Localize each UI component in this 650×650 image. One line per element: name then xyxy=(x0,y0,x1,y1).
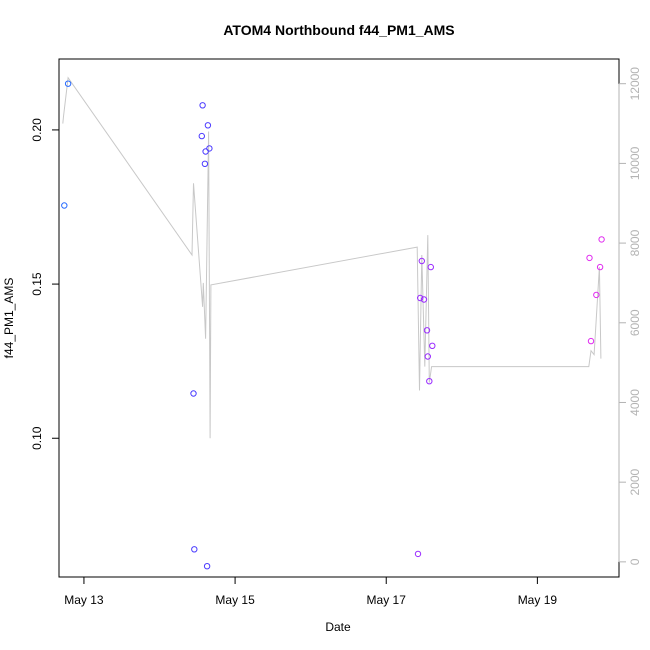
data-point-9 xyxy=(204,122,212,129)
data-point-15 xyxy=(423,327,431,334)
y-axis-right: 0 2000 4000 6000 8000 10000 12000 xyxy=(618,67,642,565)
plot-frame xyxy=(58,58,620,578)
y-right-tick-label-4: 8000 xyxy=(628,229,642,256)
data-point-22 xyxy=(593,291,600,299)
y-right-tick-label-0: 0 xyxy=(628,558,642,565)
y-right-tick-label-5: 10000 xyxy=(628,146,642,180)
secondary-series-layer xyxy=(62,76,602,439)
data-point-13 xyxy=(418,257,425,265)
data-point-24 xyxy=(598,236,605,243)
data-point-4 xyxy=(198,132,206,140)
data-point-8 xyxy=(203,563,211,570)
x-tick-label-3: May 19 xyxy=(518,593,558,607)
data-point-17 xyxy=(426,378,433,385)
chart-title: ATOM4 Northbound f44_PM1_AMS xyxy=(223,22,454,38)
y-right-tick-label-2: 4000 xyxy=(628,389,642,416)
y-right-tick-label-6: 12000 xyxy=(628,67,642,101)
data-point-16 xyxy=(424,353,431,360)
data-point-1 xyxy=(64,80,72,87)
y-axis-label: f44_PM1_AMS xyxy=(2,278,16,359)
data-point-19 xyxy=(429,342,436,349)
points-layer xyxy=(61,80,605,570)
y-right-tick-label-1: 2000 xyxy=(628,468,642,495)
data-point-2 xyxy=(190,390,197,397)
y-left-tick-label-2: 0.20 xyxy=(30,118,44,142)
data-point-23 xyxy=(596,263,604,271)
data-point-18 xyxy=(427,263,434,271)
data-point-14 xyxy=(420,296,428,303)
data-point-21 xyxy=(587,337,595,345)
data-point-5 xyxy=(199,102,206,109)
data-point-12 xyxy=(417,294,424,302)
x-axis-label: Date xyxy=(325,620,351,634)
data-point-0 xyxy=(61,202,68,209)
data-point-7 xyxy=(202,148,209,155)
y-left-tick-label-1: 0.15 xyxy=(30,272,44,296)
x-tick-label-2: May 17 xyxy=(367,593,407,607)
y-left-tick-label-0: 0.10 xyxy=(30,426,44,450)
data-point-20 xyxy=(586,254,593,262)
data-point-6 xyxy=(201,160,209,168)
x-tick-label-0: May 13 xyxy=(64,593,104,607)
data-point-3 xyxy=(191,546,198,553)
y-right-tick-label-3: 6000 xyxy=(628,309,642,336)
data-point-10 xyxy=(206,145,213,152)
y-axis-left: 0.10 0.15 0.20 xyxy=(30,118,60,450)
secondary-series-line xyxy=(62,76,602,439)
x-axis: May 13 May 15 May 17 May 19 xyxy=(64,576,558,607)
data-point-11 xyxy=(414,550,422,558)
x-tick-label-1: May 15 xyxy=(215,593,255,607)
